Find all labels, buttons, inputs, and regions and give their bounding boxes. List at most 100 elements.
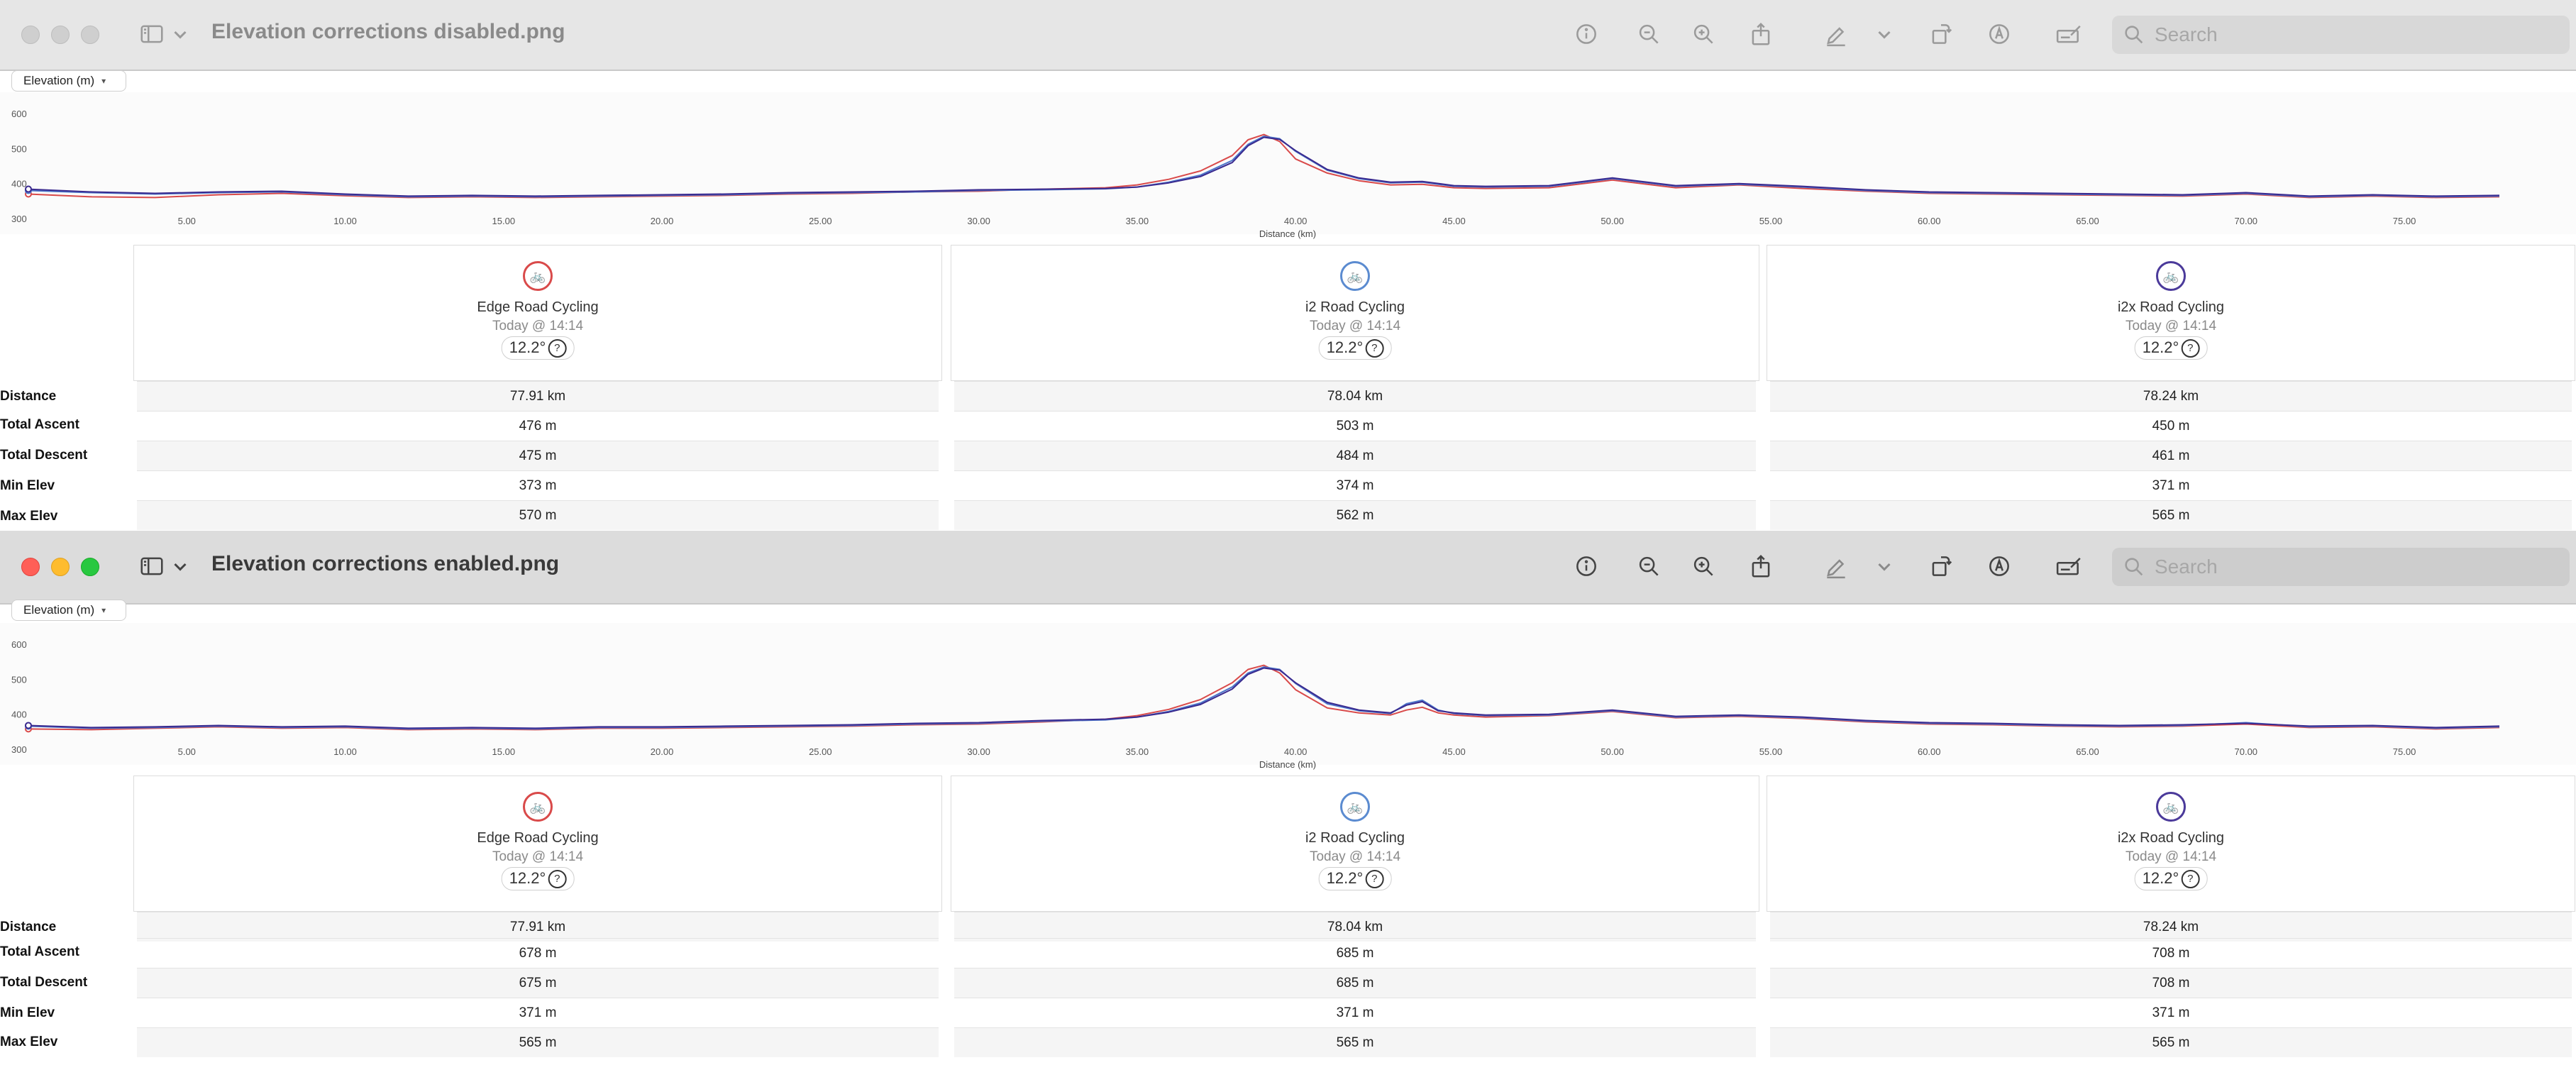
sidebar-toggle-icon[interactable] [136, 20, 167, 48]
activity-header[interactable]: 🚲 i2 Road Cycling Today @ 14:14 12.2°? [951, 245, 1759, 380]
markup-icon[interactable] [1984, 552, 2015, 580]
x-tick-label: 65.00 [2076, 216, 2099, 226]
x-tick-label: 5.00 [178, 216, 196, 226]
chevron-down-icon[interactable] [167, 20, 193, 48]
y-tick-label: 300 [11, 744, 27, 755]
stat-value-max-elev: 565 m [954, 1027, 1756, 1057]
stat-value-total-ascent: 678 m [137, 938, 939, 968]
y-tick-label: 600 [11, 639, 27, 650]
x-tick-label: 75.00 [2393, 216, 2416, 226]
x-tick-label: 40.00 [1284, 216, 1308, 226]
dropdown-caret-icon: ▾ [101, 76, 106, 86]
form-fill-icon[interactable] [2050, 552, 2087, 580]
chevron-down-icon[interactable] [1872, 20, 1897, 48]
stat-value-total-ascent: 685 m [954, 938, 1756, 968]
x-tick-label: 25.00 [809, 216, 832, 226]
activity-header[interactable]: 🚲 Edge Road Cycling Today @ 14:14 12.2°? [134, 245, 941, 380]
x-tick-label: 25.00 [809, 746, 832, 757]
stat-value-distance: 78.24 km [1770, 381, 2572, 411]
metric-dropdown[interactable]: Elevation (m) ▾ [11, 70, 126, 92]
stat-value-distance: 78.04 km [954, 381, 1756, 411]
search-field[interactable] [2112, 16, 2570, 54]
weather-badge: 12.2°? [2134, 867, 2208, 891]
stat-value-max-elev: 570 m [137, 500, 939, 530]
temperature: 12.2° [2142, 869, 2179, 887]
x-tick-label: 55.00 [1759, 216, 1783, 226]
close-window-button[interactable] [21, 558, 40, 576]
search-field[interactable] [2112, 548, 2570, 586]
metric-dropdown[interactable]: Elevation (m) ▾ [11, 600, 126, 621]
activity-time: Today @ 14:14 [492, 849, 584, 864]
stat-label-total-descent: Total Descent [0, 448, 88, 463]
activity-header[interactable]: 🚲 Edge Road Cycling Today @ 14:14 12.2°? [134, 776, 941, 911]
zoom-in-icon[interactable] [1688, 552, 1719, 580]
info-icon[interactable] [1571, 20, 1602, 48]
highlight-pen-icon[interactable] [1820, 552, 1852, 580]
weather-badge: 12.2°? [2134, 336, 2208, 360]
share-icon[interactable] [1745, 20, 1776, 48]
stat-value-total-descent: 708 m [1770, 968, 2572, 998]
share-icon[interactable] [1745, 552, 1776, 580]
window-title: Elevation corrections disabled.png [211, 20, 565, 43]
activity-header[interactable]: 🚲 i2x Road Cycling Today @ 14:14 12.2°? [1767, 776, 2575, 911]
stat-value-max-elev: 565 m [1770, 500, 2572, 530]
stat-label-max-elev: Max Elev [0, 509, 58, 524]
activity-header[interactable]: 🚲 i2x Road Cycling Today @ 14:14 12.2°? [1767, 245, 2575, 380]
minimize-window-button[interactable] [51, 26, 70, 44]
activity-column-2: 🚲 i2 Road Cycling Today @ 14:14 12.2°? [951, 776, 1759, 912]
x-tick-label: 30.00 [967, 216, 990, 226]
activity-name: i2 Road Cycling [1305, 299, 1405, 315]
search-input[interactable] [2153, 555, 2553, 579]
weather-badge: 12.2°? [501, 867, 575, 891]
chevron-down-icon[interactable] [167, 552, 193, 580]
zoom-out-icon[interactable] [1633, 552, 1664, 580]
form-fill-icon[interactable] [2050, 20, 2087, 48]
stat-value-total-descent: 475 m [137, 441, 939, 470]
stat-value-distance: 77.91 km [137, 912, 939, 942]
y-tick-label: 300 [11, 214, 27, 224]
activity-header[interactable]: 🚲 i2 Road Cycling Today @ 14:14 12.2°? [951, 776, 1759, 911]
plot-background [0, 92, 2576, 234]
stat-value-distance: 78.04 km [954, 912, 1756, 942]
info-icon[interactable] [1571, 552, 1602, 580]
close-window-button[interactable] [21, 26, 40, 44]
markup-icon[interactable] [1984, 20, 2015, 48]
series-start-marker [25, 185, 32, 193]
x-tick-label: 60.00 [1918, 746, 1941, 757]
activity-name: i2x Road Cycling [2117, 830, 2225, 846]
rotate-icon[interactable] [1925, 552, 1957, 580]
x-tick-label: 20.00 [651, 746, 674, 757]
zoom-in-icon[interactable] [1688, 20, 1719, 48]
sidebar-toggle-icon[interactable] [136, 552, 167, 580]
activity-name: i2 Road Cycling [1305, 830, 1405, 846]
stat-label-max-elev: Max Elev [0, 1034, 58, 1049]
rotate-icon[interactable] [1925, 20, 1957, 48]
zoom-window-button[interactable] [81, 26, 99, 44]
weather-badge: 12.2°? [501, 336, 575, 360]
metric-dropdown-label: Elevation (m) [23, 74, 95, 87]
chevron-down-icon[interactable] [1872, 552, 1897, 580]
elevation-chart-svg: 300 400 500 600 5.00 10.00 15.00 20.00 25.00 30.0… [0, 92, 2576, 239]
weather-icon: ? [2181, 870, 2200, 889]
temperature: 12.2° [2142, 338, 2179, 356]
highlight-pen-icon[interactable] [1820, 20, 1852, 48]
zoom-out-icon[interactable] [1633, 20, 1664, 48]
x-tick-label: 55.00 [1759, 746, 1783, 757]
weather-icon: ? [1365, 339, 1384, 358]
stat-value-total-descent: 484 m [954, 441, 1756, 470]
y-tick-label: 500 [11, 143, 27, 154]
zoom-window-button[interactable] [81, 558, 99, 576]
minimize-window-button[interactable] [51, 558, 70, 576]
stat-value-total-ascent: 503 m [954, 411, 1756, 441]
x-tick-label: 45.00 [1442, 216, 1466, 226]
weather-icon: ? [1365, 870, 1384, 889]
x-tick-label: 20.00 [651, 216, 674, 226]
stat-value-min-elev: 373 m [137, 470, 939, 500]
weather-icon: ? [548, 339, 567, 358]
x-tick-label: 30.00 [967, 746, 990, 757]
search-input[interactable] [2153, 23, 2553, 47]
stat-value-distance: 78.24 km [1770, 912, 2572, 942]
cycling-icon: 🚲 [523, 792, 553, 822]
stat-label-total-ascent: Total Ascent [0, 944, 79, 959]
x-tick-label: 40.00 [1284, 746, 1308, 757]
